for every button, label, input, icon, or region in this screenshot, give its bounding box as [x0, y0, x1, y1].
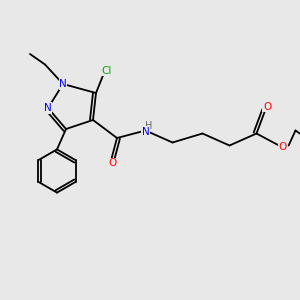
Text: H: H — [146, 121, 153, 131]
Text: N: N — [142, 127, 149, 137]
Text: Cl: Cl — [101, 65, 112, 76]
Text: O: O — [263, 101, 271, 112]
Text: O: O — [278, 142, 287, 152]
Text: N: N — [59, 79, 67, 89]
Text: N: N — [44, 103, 52, 113]
Text: O: O — [108, 158, 117, 169]
